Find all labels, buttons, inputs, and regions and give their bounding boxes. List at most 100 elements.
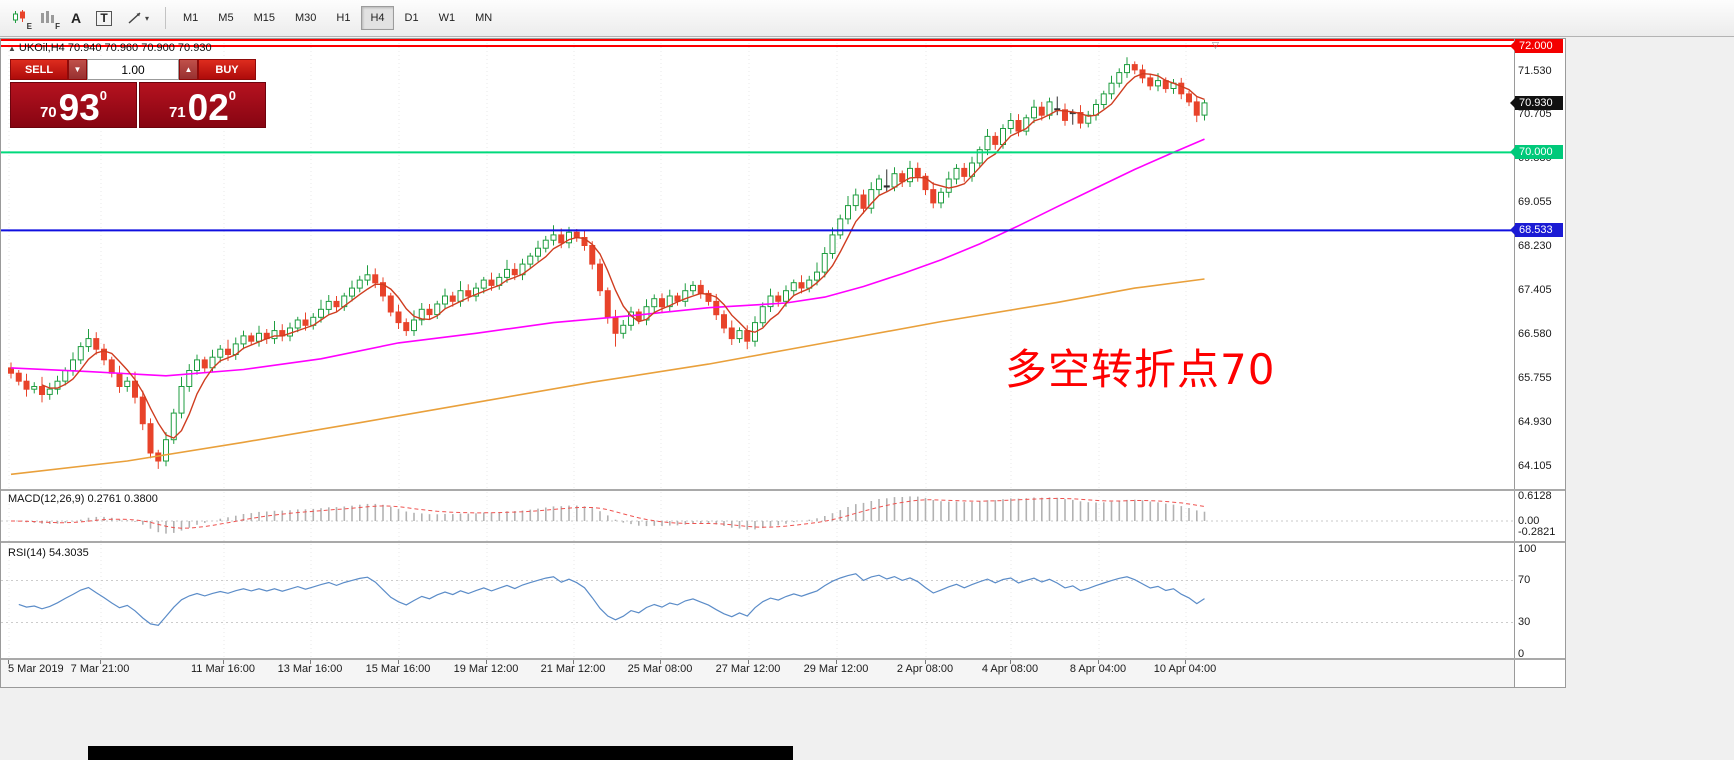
time-tick (223, 660, 224, 664)
macd-scale-label: 0.6128 (1518, 490, 1552, 502)
volume-up-button[interactable]: ▲ (179, 59, 198, 80)
timeframe-mn[interactable]: MN (466, 6, 501, 30)
price-tiles: 70 93 0 71 02 0 (10, 82, 266, 128)
sell-price-pips: 93 (58, 87, 100, 129)
time-tick (486, 660, 487, 664)
badge-arrow-icon (1510, 41, 1515, 51)
timeframe-w1[interactable]: W1 (430, 6, 465, 30)
symbol-header: ▲ UKOil,H4 70.940 70.960 70.900 70.930 (8, 42, 212, 54)
price-badge-70.000: 70.000 (1510, 145, 1563, 160)
sell-price-tile[interactable]: 70 93 0 (10, 82, 137, 128)
volume-input[interactable] (87, 59, 179, 80)
sell-price-pipette: 0 (99, 88, 108, 103)
buy-price-pips: 02 (187, 87, 229, 129)
time-tick (748, 660, 749, 664)
time-tick (8, 660, 9, 664)
time-tick (1098, 660, 1099, 664)
time-tick (836, 660, 837, 664)
time-axis-label: 2 Apr 08:00 (896, 663, 954, 675)
macd-scale-label: -0.2821 (1518, 525, 1556, 538)
buy-price-major-figure: 71 (168, 104, 186, 121)
badge-arrow-icon (1510, 97, 1515, 108)
icon-sub-label: E (26, 22, 32, 31)
chart-window-frame (0, 38, 1566, 688)
price-scale-label: 67.405 (1518, 284, 1552, 296)
timeframe-h4[interactable]: H4 (361, 6, 394, 30)
volume-down-button[interactable]: ▼ (68, 59, 87, 80)
rsi-scale-label: 70 (1518, 574, 1531, 586)
time-axis[interactable] (1, 660, 1514, 687)
text-label-tool-icon[interactable]: A (62, 5, 90, 31)
price-scale-label: 69.055 (1518, 196, 1552, 209)
price-scale-label: 66.580 (1518, 327, 1552, 340)
trendline-glyph (128, 12, 141, 24)
rsi-scale-label: 0 (1518, 647, 1525, 660)
time-axis-label: 29 Mar 12:00 (803, 663, 869, 675)
time-tick (310, 660, 311, 664)
rsi-label: RSI(14) 54.3035 (8, 547, 89, 559)
price-scale-label: 71.530 (1518, 64, 1552, 77)
price-badge-72.000: 72.000 (1510, 39, 1563, 53)
rsi-scale-label: 100 (1518, 542, 1537, 555)
rsi-canvas[interactable] (1, 544, 1514, 658)
timeframe-m1[interactable]: M1 (174, 6, 207, 30)
time-tick (398, 660, 399, 664)
text-box-tool-icon[interactable]: T (90, 5, 118, 31)
time-axis-label: 8 Apr 04:00 (1069, 663, 1127, 675)
time-axis-label: 27 Mar 12:00 (715, 663, 781, 675)
price-scale[interactable] (1515, 39, 1565, 687)
macd-canvas[interactable] (1, 492, 1514, 541)
time-axis-label: 11 Mar 16:00 (190, 663, 256, 675)
price-badge-text: 70.000 (1519, 146, 1553, 159)
pane-divider-rsi[interactable] (1, 541, 1565, 543)
timeframe-m30[interactable]: M30 (286, 6, 325, 30)
chart-grid-icon[interactable]: F (34, 5, 62, 31)
time-axis-border (1, 658, 1565, 660)
price-scale-separator (1514, 39, 1515, 687)
time-tick (1185, 660, 1186, 664)
timeframe-m15[interactable]: M15 (245, 6, 284, 30)
symbol-title: UKOil,H4 70.940 70.960 70.900 70.930 (18, 42, 212, 54)
toolbar-separator (165, 7, 166, 29)
price-scale-label: 64.105 (1518, 459, 1552, 472)
timeframe-m5[interactable]: M5 (209, 6, 242, 30)
time-axis-label: 25 Mar 08:00 (627, 663, 693, 675)
price-badge-text: 70.930 (1519, 96, 1553, 109)
time-axis-label: 5 Mar 2019 (8, 663, 64, 675)
buy-price-pip ette: 0 (228, 88, 237, 103)
price-badge-68.533: 68.533 (1510, 223, 1563, 238)
time-tick (1010, 660, 1011, 664)
price-badge-text: 72.000 (1519, 40, 1553, 52)
chevron-down-icon: ▾ (144, 13, 149, 23)
chart-expert-icon[interactable]: E (6, 5, 34, 31)
timeframe-d1[interactable]: D1 (396, 6, 428, 30)
price-badge-70.930: 70.930 (1510, 95, 1563, 110)
buy-button[interactable]: BUY (198, 59, 256, 80)
pane-divider-macd[interactable] (1, 489, 1565, 491)
time-tick (925, 660, 926, 664)
time-tick (573, 660, 574, 664)
price-scale-label: 70.705 (1518, 108, 1552, 121)
trade-panel: SELL ▼ ▲ BUY (10, 59, 256, 80)
horizontal-line-top[interactable] (1, 39, 1565, 41)
time-axis-label: 13 Mar 16:00 (277, 663, 343, 675)
badge-arrow-icon (1510, 147, 1515, 158)
timeframe-h1[interactable]: H1 (327, 6, 359, 30)
badge-arrow-icon (1510, 225, 1515, 236)
chart-annotation: 多空转折点70 (1005, 345, 1276, 394)
main-chart-canvas[interactable] (1, 39, 1514, 489)
price-scale-label: 68.230 (1518, 240, 1552, 253)
time-axis-label: 19 Mar 12:00 (453, 663, 519, 675)
grid-glyph (41, 11, 54, 23)
time-axis-label: 15 Mar 16:00 (365, 663, 431, 675)
price-badge-text: 68.533 (1519, 224, 1553, 237)
drawing-tools-icon[interactable]: ▾ (118, 5, 158, 31)
letter-a: A (70, 10, 82, 26)
time-tick (660, 660, 661, 664)
sell-button[interactable]: SELL (10, 59, 68, 80)
icon-sub-label: F (55, 22, 60, 31)
buy-price-tile[interactable]: 71 02 0 (139, 82, 266, 128)
toolbar: E F A T ▾ M1 M5 M15 M30 H1 H4 D1 W1 MN (0, 0, 1734, 37)
time-tick (100, 660, 101, 664)
symbol-triangle-icon: ▲ (8, 44, 16, 53)
